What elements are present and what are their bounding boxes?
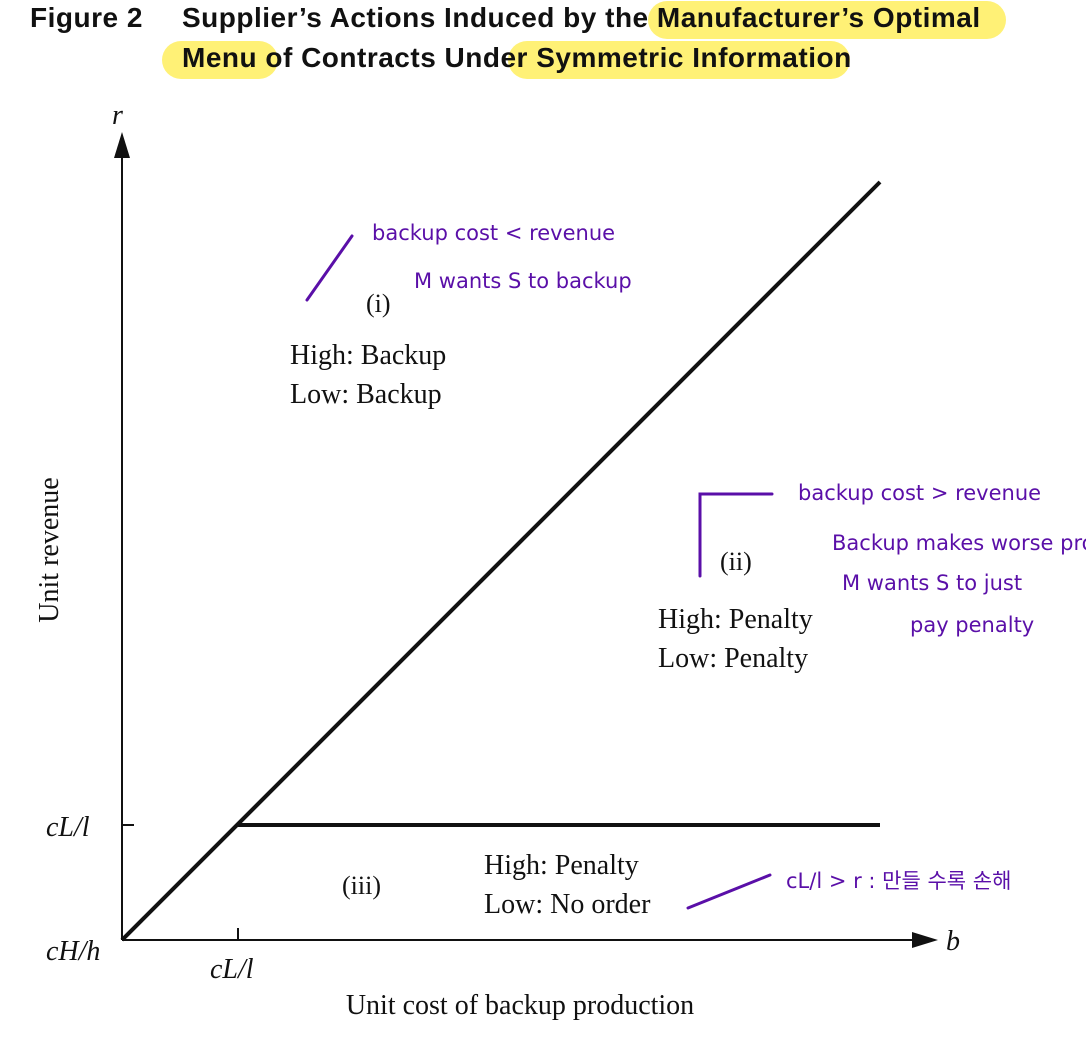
title-highlights	[162, 1, 1006, 79]
note-m-wants-s-backup: M wants S to backup	[414, 269, 632, 293]
region-i-tag: (i)	[366, 289, 391, 318]
annotation-bracket-ii	[698, 492, 774, 578]
origin-label: cH/h	[46, 936, 100, 967]
note-backup-cost-lt-revenue: backup cost < revenue	[372, 221, 615, 245]
x-tick-label: cL/l	[210, 954, 254, 985]
region-ii-high: High: Penalty	[658, 604, 813, 635]
note-backup-cost-gt-revenue: backup cost > revenue	[798, 481, 1041, 505]
region-iii-tag: (iii)	[342, 871, 381, 900]
x-var-label: b	[946, 926, 960, 957]
region-i-low: Low: Backup	[290, 379, 442, 410]
region-iii-high: High: Penalty	[484, 850, 639, 881]
region-ii-low: Low: Penalty	[658, 643, 808, 674]
note-cl-over-l-gt-r: cL/l > r : 만들 수록 손해	[786, 869, 1011, 893]
figure-number: Figure 2	[30, 2, 143, 33]
note-backup-worse-profit: Backup makes worse profit	[832, 531, 1086, 555]
region-i-high: High: Backup	[290, 340, 446, 371]
y-axis-title: Unit revenue	[34, 477, 65, 622]
y-var-label: r	[112, 100, 123, 131]
highlight-manufacturers-optimal	[648, 1, 1006, 39]
note-pay-penalty: pay penalty	[910, 613, 1034, 637]
region-ii-tag: (ii)	[720, 547, 752, 576]
highlight-symmetric-information	[508, 41, 850, 79]
figure-title-line2: Menu of Contracts Under Symmetric Inform…	[182, 42, 852, 73]
highlight-menu	[162, 41, 278, 79]
annotation-stroke-i	[305, 234, 354, 302]
y-axis-arrowhead	[114, 132, 130, 158]
diagonal-boundary	[120, 180, 882, 942]
x-axis-arrowhead	[912, 932, 938, 948]
x-axis-title: Unit cost of backup production	[346, 990, 694, 1021]
figure-title-line1: Supplier’s Actions Induced by the Manufa…	[182, 2, 981, 33]
note-m-wants-s-just: M wants S to just	[842, 571, 1022, 595]
region-iii-low: Low: No order	[484, 889, 651, 920]
y-tick-label: cL/l	[46, 812, 90, 843]
annotation-stroke-iii	[686, 873, 772, 910]
